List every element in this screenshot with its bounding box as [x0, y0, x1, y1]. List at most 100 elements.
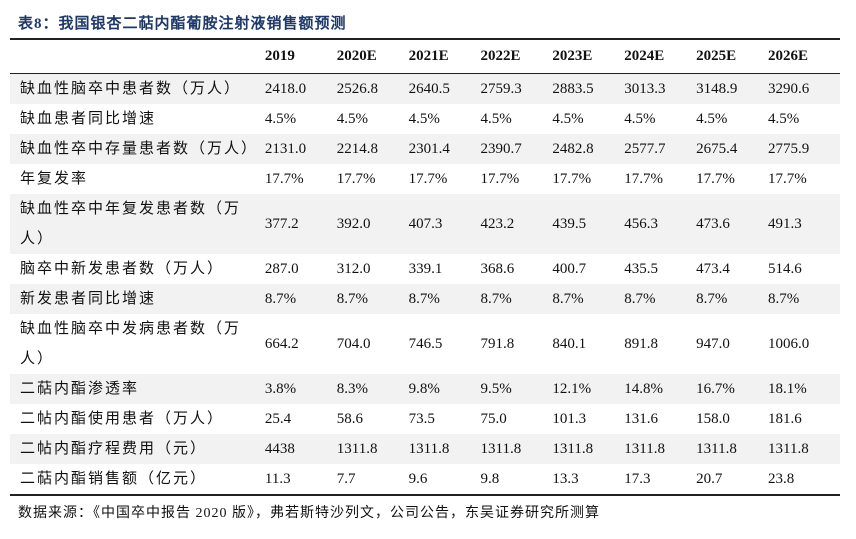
table-row: 缺血性脑卒中发病患者数（万人） 664.2 704.0 746.5 791.8 840.1… — [10, 314, 840, 374]
header-empty — [10, 39, 265, 74]
column-header: 2020E — [336, 48, 377, 64]
table-cell: 73.5 — [408, 410, 435, 427]
row-label: 缺血性脑卒中发病患者数（万人） — [20, 321, 242, 367]
table-cell: 2526.8 — [336, 73, 409, 104]
table-cell: 8.7% — [768, 284, 840, 314]
table-cell: 131.6 — [624, 410, 659, 427]
column-header: 2019 — [264, 48, 295, 64]
table-cell: 368.6 — [480, 260, 515, 277]
row-label: 缺血性脑卒中患者数（万人） — [10, 73, 265, 104]
table-cell: 8.7% — [408, 284, 481, 314]
table-cell: 17.7% — [480, 170, 520, 187]
table-cell: 947.0 — [696, 335, 730, 352]
table-cell: 2675.4 — [696, 134, 769, 164]
table-cell: 58.6 — [336, 410, 364, 427]
table-cell: 8.7% — [696, 284, 769, 314]
table-cell: 4438 — [264, 434, 337, 464]
table-cell: 377.2 — [264, 194, 337, 254]
table-row: 缺血性卒中年复发患者数（万人） 377.2 392.0 407.3 423.2 439.5… — [10, 194, 840, 254]
table-cell: 181.6 — [768, 410, 802, 427]
row-label: 二帖内酯疗程费用（元） — [10, 434, 265, 464]
table-cell: 25.4 — [264, 410, 292, 427]
table-row: 年复发率 17.7% 17.7% 17.7% 17.7% 17.7% 17.7% 17.7% 1… — [10, 164, 840, 194]
table-cell: 4.5% — [264, 110, 297, 127]
table-cell: 4.5% — [696, 110, 728, 127]
column-header: 2025E — [696, 48, 737, 64]
table-cell: 17.7% — [408, 170, 448, 187]
table-cell: 1311.8 — [768, 434, 840, 464]
table-cell: 4.5% — [768, 110, 800, 127]
row-label: 二帖内酯使用患者（万人） — [20, 411, 225, 427]
table-cell: 2214.8 — [336, 134, 409, 164]
table-cell: 392.0 — [336, 194, 409, 254]
table-cell: 17.7% — [696, 170, 735, 187]
column-header: 2026E — [768, 48, 809, 64]
table-cell: 400.7 — [552, 260, 587, 277]
table-cell: 3290.6 — [768, 73, 840, 104]
table-cell: 514.6 — [768, 260, 802, 277]
row-label: 二萜内酯渗透率 — [10, 374, 265, 404]
table-cell: 11.3 — [264, 470, 291, 487]
table-row: 二萜内酯销售额（亿元） 11.3 7.7 9.6 9.8 13.3 17.3 20.7 23.8 — [10, 464, 840, 495]
table-cell: 2883.5 — [552, 73, 625, 104]
table-cell: 9.5% — [480, 374, 553, 404]
table-cell: 8.7% — [480, 284, 553, 314]
table-cell: 2577.7 — [624, 134, 697, 164]
source-note: 数据来源：《中国卒中报告 2020 版》，弗若斯特沙列文，公司公告，东吴证券研究… — [18, 506, 600, 521]
table-cell: 2482.8 — [552, 134, 625, 164]
table-cell: 312.0 — [336, 260, 371, 277]
table-cell: 8.7% — [552, 284, 625, 314]
row-label: 缺血性卒中年复发患者数（万人） — [10, 194, 265, 254]
table-cell: 473.6 — [696, 194, 769, 254]
table-cell: 664.2 — [264, 335, 299, 352]
table-cell: 14.8% — [624, 374, 697, 404]
table-cell: 17.7% — [768, 170, 807, 187]
column-header: 2023E — [552, 48, 593, 64]
table-cell: 2301.4 — [408, 134, 481, 164]
table-cell: 9.8 — [480, 470, 500, 487]
table-cell: 287.0 — [264, 260, 299, 277]
row-label: 缺血性卒中存量患者数（万人） — [10, 134, 265, 164]
table-cell: 1311.8 — [408, 434, 481, 464]
table-cell: 746.5 — [408, 335, 443, 352]
table-cell: 891.8 — [624, 335, 659, 352]
table-cell: 75.0 — [480, 410, 507, 427]
table-cell: 8.7% — [264, 284, 337, 314]
table-cell: 17.7% — [552, 170, 592, 187]
table-cell: 4.5% — [552, 110, 584, 127]
table-row: 二帖内酯疗程费用（元） 4438 1311.8 1311.8 1311.8 1311.8 1… — [10, 434, 840, 464]
row-label: 二萜内酯销售额（亿元） — [20, 471, 208, 487]
table-cell: 840.1 — [552, 335, 587, 352]
table-cell: 4.5% — [624, 110, 656, 127]
table-cell: 12.1% — [552, 374, 625, 404]
table-row: 缺血患者同比增速 4.5% 4.5% 4.5% 4.5% 4.5% 4.5% 4.5% 4.5% — [10, 104, 840, 134]
header-row: 2019 2020E 2021E 2022E 2023E 2024E 2025E 2026E — [10, 39, 840, 74]
table-cell: 8.7% — [336, 284, 409, 314]
table-cell: 158.0 — [696, 410, 730, 427]
table-cell: 4.5% — [480, 110, 512, 127]
table-row: 新发患者同比增速 8.7% 8.7% 8.7% 8.7% 8.7% 8.7% 8.7% 8.7% — [10, 284, 840, 314]
table-cell: 2640.5 — [408, 73, 481, 104]
table-cell: 17.3 — [624, 470, 651, 487]
table-cell: 704.0 — [336, 335, 371, 352]
table-cell: 2759.3 — [480, 73, 553, 104]
table-cell: 4.5% — [408, 110, 440, 127]
table-cell: 339.1 — [408, 260, 443, 277]
table-row: 缺血性卒中存量患者数（万人） 2131.0 2214.8 2301.4 2390.7 24… — [10, 134, 840, 164]
column-header: 2024E — [624, 48, 665, 64]
table-cell: 2131.0 — [264, 134, 337, 164]
table-cell: 423.2 — [480, 194, 553, 254]
forecast-table: 2019 2020E 2021E 2022E 2023E 2024E 2025E 2026E … — [10, 38, 840, 496]
table-cell: 16.7% — [696, 374, 769, 404]
table-cell: 20.7 — [696, 470, 723, 487]
table-cell: 13.3 — [552, 470, 579, 487]
table-cell: 435.5 — [624, 260, 659, 277]
table-cell: 18.1% — [768, 374, 840, 404]
table-cell: 1311.8 — [696, 434, 769, 464]
column-header: 2021E — [408, 48, 449, 64]
table-cell: 23.8 — [768, 470, 795, 487]
table-cell: 491.3 — [768, 194, 840, 254]
table-cell: 1311.8 — [336, 434, 409, 464]
table-row: 脑卒中新发患者数（万人） 287.0 312.0 339.1 368.6 400.7 435… — [10, 254, 840, 284]
table-row: 二萜内酯渗透率 3.8% 8.3% 9.8% 9.5% 12.1% 14.8% 16.7% 18… — [10, 374, 840, 404]
